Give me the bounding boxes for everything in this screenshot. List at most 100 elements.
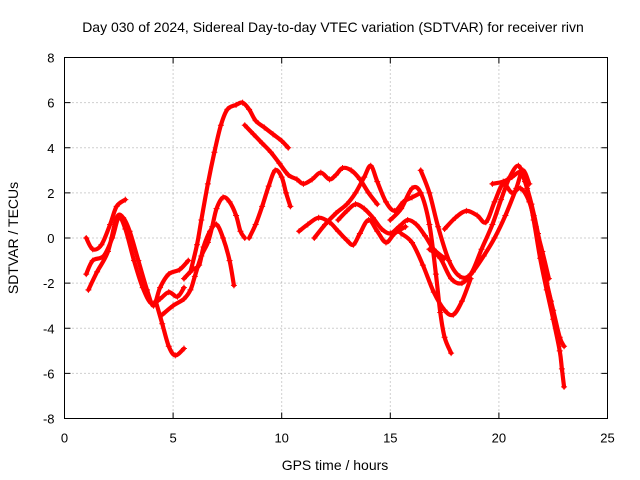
- data-point: [300, 180, 307, 187]
- data-point: [550, 307, 557, 314]
- data-point: [441, 225, 448, 232]
- data-point: [287, 203, 294, 210]
- data-point: [409, 185, 416, 192]
- y-tick-label: 4: [47, 141, 54, 156]
- series-track-2: [83, 196, 129, 253]
- series-track-13: [387, 184, 455, 357]
- data-point: [491, 198, 498, 205]
- data-point: [333, 210, 339, 217]
- data-point: [361, 174, 368, 181]
- y-tick-label: 8: [47, 51, 54, 66]
- data-point: [500, 178, 507, 185]
- data-point: [220, 235, 227, 241]
- data-point: [200, 244, 207, 251]
- data-point: [135, 257, 142, 264]
- series-track-12: [335, 201, 448, 262]
- data-point: [180, 284, 187, 291]
- data-point: [508, 174, 515, 181]
- x-tick-label: 20: [492, 431, 506, 446]
- data-point: [426, 246, 433, 253]
- data-point: [278, 137, 285, 144]
- data-point: [276, 160, 283, 167]
- x-tick-label: 25: [600, 431, 614, 446]
- x-tick-label: 15: [383, 431, 397, 446]
- y-tick-label: 0: [47, 231, 54, 246]
- data-point: [369, 214, 376, 221]
- data-point: [374, 178, 381, 185]
- data-point: [508, 189, 515, 196]
- data-point: [246, 106, 253, 113]
- data-point: [561, 343, 568, 350]
- data-point: [89, 246, 96, 253]
- data-point: [432, 271, 439, 278]
- data-point: [335, 216, 342, 223]
- data-point: [174, 293, 181, 300]
- data-point: [285, 171, 292, 178]
- data-point: [237, 228, 244, 235]
- data-point: [213, 205, 220, 212]
- data-point: [422, 232, 429, 239]
- data-point: [165, 271, 172, 278]
- data-point: [561, 383, 568, 390]
- y-tick-label: 6: [47, 96, 54, 111]
- y-tick-label: -4: [43, 321, 55, 336]
- data-point: [524, 185, 531, 192]
- data-point: [556, 334, 563, 341]
- series-track-19: [530, 212, 568, 350]
- data-point: [480, 253, 487, 260]
- data-point: [335, 228, 342, 235]
- data-point: [448, 350, 455, 357]
- data-point: [98, 241, 105, 248]
- data-point: [267, 149, 274, 156]
- data-point: [450, 311, 457, 318]
- x-tick-label: 0: [61, 431, 68, 446]
- series-track-6: [180, 221, 237, 289]
- data-point: [343, 207, 350, 214]
- data-point: [517, 169, 524, 176]
- data-point: [224, 106, 231, 113]
- data-point: [435, 223, 442, 230]
- data-point: [352, 189, 359, 196]
- data-point: [367, 162, 374, 169]
- data-point: [94, 268, 101, 275]
- series-track-4: [152, 298, 187, 359]
- data-point: [165, 343, 172, 350]
- data-point: [482, 219, 489, 226]
- data-point: [252, 117, 259, 124]
- data-point: [159, 320, 166, 327]
- data-point: [278, 174, 285, 181]
- data-point: [537, 244, 544, 251]
- data-point: [343, 237, 350, 244]
- y-tick-label: -8: [43, 412, 55, 427]
- data-point: [441, 307, 448, 314]
- data-point: [352, 201, 359, 208]
- data-point: [196, 262, 203, 269]
- data-point: [382, 198, 389, 205]
- data-point: [409, 194, 416, 201]
- data-point: [402, 223, 409, 230]
- data-point: [437, 255, 444, 262]
- data-point: [159, 311, 166, 318]
- data-point: [309, 176, 316, 183]
- data-point: [515, 162, 522, 169]
- data-point: [107, 221, 114, 228]
- data-point: [233, 101, 240, 108]
- data-point: [191, 273, 198, 280]
- data-point: [296, 228, 303, 235]
- data-point: [517, 185, 524, 192]
- x-axis-label: GPS time / hours: [282, 457, 389, 473]
- data-point: [430, 289, 437, 296]
- data-point: [502, 212, 509, 219]
- data-point: [207, 228, 214, 235]
- tick-label-layer: 0 5 10 15 20 25 -8 -6 -4 -2 0 2 4 6 8: [43, 51, 615, 446]
- y-tick-label: -6: [43, 366, 55, 381]
- data-point: [463, 207, 470, 214]
- data-point: [426, 189, 433, 196]
- data-point: [241, 122, 248, 129]
- data-point: [395, 223, 402, 230]
- data-point: [398, 230, 405, 237]
- y-tick-label: 2: [47, 186, 54, 201]
- data-point: [452, 214, 459, 221]
- data-point: [478, 246, 485, 253]
- data-point: [230, 282, 237, 289]
